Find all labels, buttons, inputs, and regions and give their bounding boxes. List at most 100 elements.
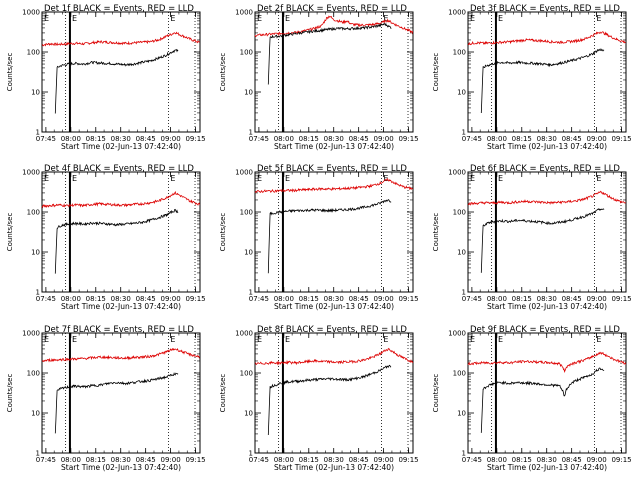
events-series-line	[54, 372, 179, 434]
panel-title: Det 6f BLACK = Events, RED = LLD	[470, 164, 620, 174]
x-tick-label: 08:45	[349, 295, 369, 303]
x-tick-label: 07:45	[249, 456, 269, 464]
x-axis-label: Start Time (02-Jun-13 07:42:40)	[61, 142, 181, 151]
y-tick-label: 10	[457, 410, 466, 418]
e-marker-label: E	[44, 335, 49, 344]
x-tick-label: 08:00	[61, 456, 81, 464]
y-tick-label: 100	[27, 370, 40, 378]
x-tick-label: 08:30	[111, 135, 131, 143]
x-tick-label: 08:15	[299, 295, 319, 303]
x-tick-label: 09:15	[398, 456, 418, 464]
lld-series-line	[467, 351, 627, 374]
x-axis-label: Start Time (02-Jun-13 07:42:40)	[274, 302, 394, 311]
x-tick-label: 09:15	[611, 456, 631, 464]
x-axis-label: Start Time (02-Jun-13 07:42:40)	[487, 463, 607, 472]
x-tick-label: 07:45	[462, 456, 482, 464]
x-tick-label: 07:45	[462, 295, 482, 303]
x-tick-label: 08:30	[324, 135, 344, 143]
x-tick-label: 09:00	[374, 135, 394, 143]
x-tick-label: 08:30	[324, 456, 344, 464]
lld-series-line	[41, 190, 201, 209]
x-tick-label: 09:00	[161, 456, 181, 464]
x-axis-label: Start Time (02-Jun-13 07:42:40)	[274, 463, 394, 472]
panel-title: Det 7f BLACK = Events, RED = LLD	[44, 325, 194, 335]
x-tick-label: 08:45	[136, 456, 156, 464]
y-axis-label: Counts/sec	[219, 374, 227, 413]
x-tick-label: 09:00	[161, 295, 181, 303]
y-tick-label: 10	[31, 249, 40, 257]
x-tick-label: 08:00	[274, 295, 294, 303]
e-marker-label: E	[285, 335, 290, 344]
y-tick-label: 1	[249, 289, 253, 297]
y-tick-label: 10	[244, 249, 253, 257]
x-tick-label: 08:00	[61, 295, 81, 303]
y-tick-label: 1	[462, 129, 466, 137]
panel-title: Det 3f BLACK = Events, RED = LLD	[470, 4, 620, 14]
y-tick-label: 10	[244, 410, 253, 418]
x-tick-label: 09:15	[611, 295, 631, 303]
x-tick-label: 08:45	[562, 456, 582, 464]
e-marker-label: E	[498, 174, 503, 183]
y-tick-label: 1	[249, 450, 253, 458]
e-marker-label: E	[498, 14, 503, 23]
panel-title: Det 9f BLACK = Events, RED = LLD	[470, 325, 620, 335]
events-series-line	[267, 22, 392, 85]
x-tick-label: 09:00	[587, 456, 607, 464]
x-tick-label: 08:30	[537, 135, 557, 143]
x-tick-label: 08:45	[562, 135, 582, 143]
y-tick-label: 1000	[22, 169, 40, 177]
panel-title: Det 2f BLACK = Events, RED = LLD	[257, 4, 407, 14]
e-marker-label: E	[170, 14, 175, 23]
y-axis-label: Counts/sec	[219, 213, 227, 252]
y-tick-label: 100	[27, 49, 40, 57]
e-marker-label: E	[383, 14, 388, 23]
events-series-line	[267, 199, 392, 274]
y-tick-label: 1	[36, 129, 40, 137]
y-tick-label: 10	[31, 89, 40, 97]
e-marker-label: E	[257, 174, 262, 183]
x-tick-label: 07:45	[249, 135, 269, 143]
y-tick-label: 1000	[448, 9, 466, 17]
x-tick-label: 08:00	[274, 135, 294, 143]
panel-title: Det 4f BLACK = Events, RED = LLD	[44, 164, 194, 174]
events-series-line	[480, 48, 605, 114]
panel-9: Det 9f BLACK = Events, RED = LLD 1 10 100 10…	[432, 325, 632, 472]
x-tick-label: 08:15	[86, 135, 106, 143]
y-axis-label: Counts/sec	[432, 213, 440, 252]
y-tick-label: 1000	[235, 169, 253, 177]
x-tick-label: 08:15	[512, 135, 532, 143]
lld-series-line	[41, 347, 201, 363]
x-tick-label: 09:15	[611, 135, 631, 143]
x-tick-label: 08:00	[487, 135, 507, 143]
y-tick-label: 1000	[22, 330, 40, 338]
y-tick-label: 1000	[22, 9, 40, 17]
x-axis-label: Start Time (02-Jun-13 07:42:40)	[274, 142, 394, 151]
panel-3: Det 3f BLACK = Events, RED = LLD 1 10 100 10…	[432, 4, 632, 151]
x-axis-label: Start Time (02-Jun-13 07:42:40)	[487, 302, 607, 311]
lld-series-line	[467, 190, 627, 206]
panel-7: Det 7f BLACK = Events, RED = LLD 1 10 100 10…	[6, 325, 206, 472]
x-tick-label: 07:45	[249, 295, 269, 303]
panel-title: Det 1f BLACK = Events, RED = LLD	[44, 4, 194, 14]
x-axis-label: Start Time (02-Jun-13 07:42:40)	[487, 142, 607, 151]
e-marker-label: E	[285, 174, 290, 183]
x-tick-label: 08:30	[111, 456, 131, 464]
events-series-line	[480, 367, 605, 433]
panel-title: Det 8f BLACK = Events, RED = LLD	[257, 325, 407, 335]
x-tick-label: 09:15	[398, 295, 418, 303]
x-tick-label: 08:00	[274, 456, 294, 464]
x-axis-label: Start Time (02-Jun-13 07:42:40)	[61, 463, 181, 472]
x-tick-label: 09:15	[398, 135, 418, 143]
x-tick-label: 09:00	[587, 295, 607, 303]
panel-1: Det 1f BLACK = Events, RED = LLD 1 10 100 10…	[6, 4, 206, 151]
x-tick-label: 08:15	[512, 456, 532, 464]
x-tick-label: 08:45	[562, 295, 582, 303]
e-marker-label: E	[170, 174, 175, 183]
panel-5: Det 5f BLACK = Events, RED = LLD 1 10 100 10…	[219, 164, 419, 311]
x-tick-label: 07:45	[36, 135, 56, 143]
lld-series-line	[467, 31, 626, 46]
e-marker-label: E	[72, 174, 77, 183]
y-axis-label: Counts/sec	[6, 374, 14, 413]
y-tick-label: 1	[462, 450, 466, 458]
